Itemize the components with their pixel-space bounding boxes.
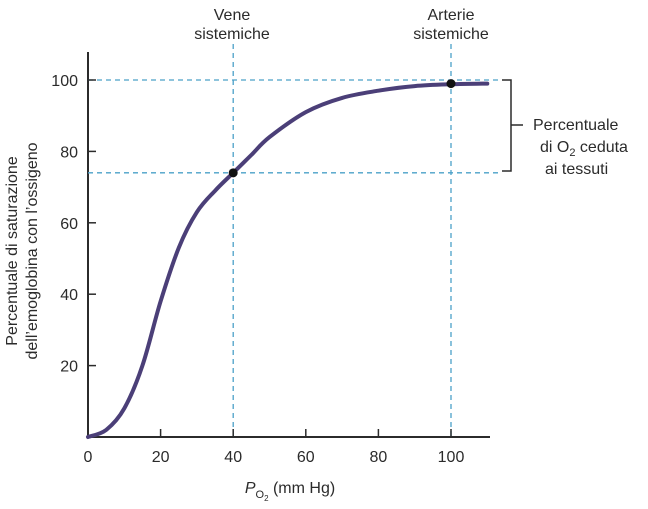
x-axis-label: PO2 (mm Hg)	[245, 480, 335, 503]
reference-lines	[88, 44, 502, 437]
y-tick-label-20: 20	[60, 359, 78, 376]
bracket-label-o: di O	[540, 139, 569, 156]
y-axis-label-line1: Percentuale di saturazione	[4, 156, 21, 346]
vene-label-line2: sistemiche	[194, 26, 270, 43]
y-tick-label-40: 40	[60, 287, 78, 304]
bracket-label-line2: di O2 ceduta	[540, 139, 628, 159]
points-layer	[228, 79, 456, 178]
arterie-label-line1: Arterie	[427, 7, 474, 24]
x-axis-label-sub2: 2	[264, 494, 269, 503]
arterie-label-line2: sistemiche	[413, 26, 489, 43]
x-tick-label-60: 60	[297, 449, 315, 466]
y-tick-label-60: 60	[60, 216, 78, 233]
bracket-label-sub: 2	[569, 147, 575, 159]
x-tick-label-40: 40	[224, 449, 242, 466]
x-tick-label-20: 20	[152, 449, 170, 466]
bracket-label-ceduta: ceduta	[575, 139, 628, 156]
x-tick-label-80: 80	[370, 449, 388, 466]
data-point-1	[446, 79, 456, 89]
bracket-label-line1: Percentuale	[533, 117, 618, 134]
curve-layer	[86, 81, 490, 439]
data-point-0	[228, 168, 238, 178]
x-axis-label-p: P	[245, 480, 256, 497]
x-tick-label-100: 100	[438, 449, 465, 466]
y-tick-label-80: 80	[60, 144, 78, 161]
x-axis-label-unit: (mm Hg)	[269, 480, 336, 497]
axis-ticks: 0 20 40 60 80 100 20 40 60 80 100	[51, 73, 464, 466]
saturation-curve	[86, 81, 490, 439]
y-axis-label-line2: dell’emoglobina con l’ossigeno	[24, 142, 41, 359]
bracket	[502, 79, 523, 172]
x-tick-label-0: 0	[84, 449, 93, 466]
y-tick-label-100: 100	[51, 73, 78, 90]
x-axis-label-sub: O	[256, 489, 265, 501]
vene-label-line1: Vene	[214, 7, 251, 24]
bracket-label-line3: ai tessuti	[545, 161, 608, 178]
